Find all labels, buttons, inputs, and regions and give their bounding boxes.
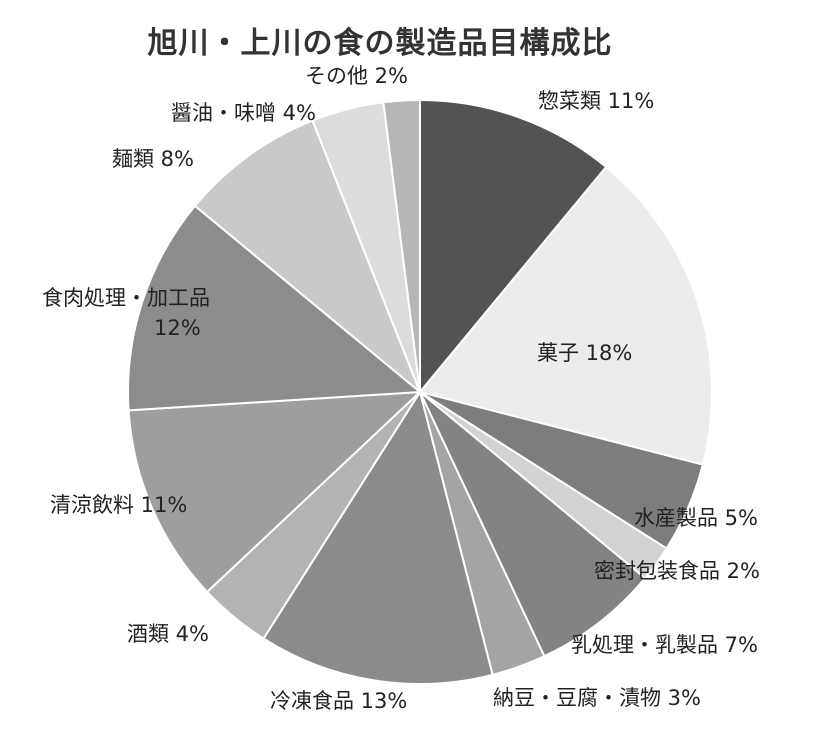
- pie-slice-6: [262, 389, 494, 685]
- slice-label-6: 冷凍食品 13%: [270, 689, 407, 713]
- slice-label-2: 水産製品 5%: [634, 506, 758, 530]
- slice-label-9: 食肉処理・加工品 12%: [42, 286, 210, 340]
- pie-slice-4: [419, 391, 647, 658]
- slice-label-5: 納豆・豆腐・漬物 3%: [493, 686, 701, 710]
- pie-slice-1: [418, 165, 713, 466]
- pie-slice-10: [193, 119, 421, 393]
- slice-label-10: 麺類 8%: [112, 147, 194, 171]
- slice-label-11: 醤油・味噌 4%: [171, 101, 316, 125]
- slice-label-8: 清涼飲料 11%: [50, 493, 187, 517]
- slice-label-7: 酒類 4%: [127, 622, 209, 646]
- slice-label-4: 乳処理・乳製品 7%: [571, 633, 758, 657]
- pie-slice-9: [127, 204, 423, 412]
- pie-labels: 惣菜類 11% 菓子 18% 水産製品 5% 密封包装食品 2% 乳処理・乳製品 7% 納…: [42, 64, 760, 713]
- slice-label-0: 惣菜類 11%: [538, 89, 654, 113]
- pie-slice-12: [382, 98, 421, 393]
- pie-slices: [127, 98, 713, 685]
- chart-title: 旭川・上川の食の製造品目構成比: [147, 26, 613, 61]
- slice-label-3: 密封包装食品 2%: [594, 559, 760, 583]
- pie-slice-0: [419, 98, 608, 395]
- slice-label-12: その他 2%: [305, 64, 408, 88]
- slice-label-1: 菓子 18%: [537, 341, 632, 365]
- pie-slice-8: [127, 390, 423, 594]
